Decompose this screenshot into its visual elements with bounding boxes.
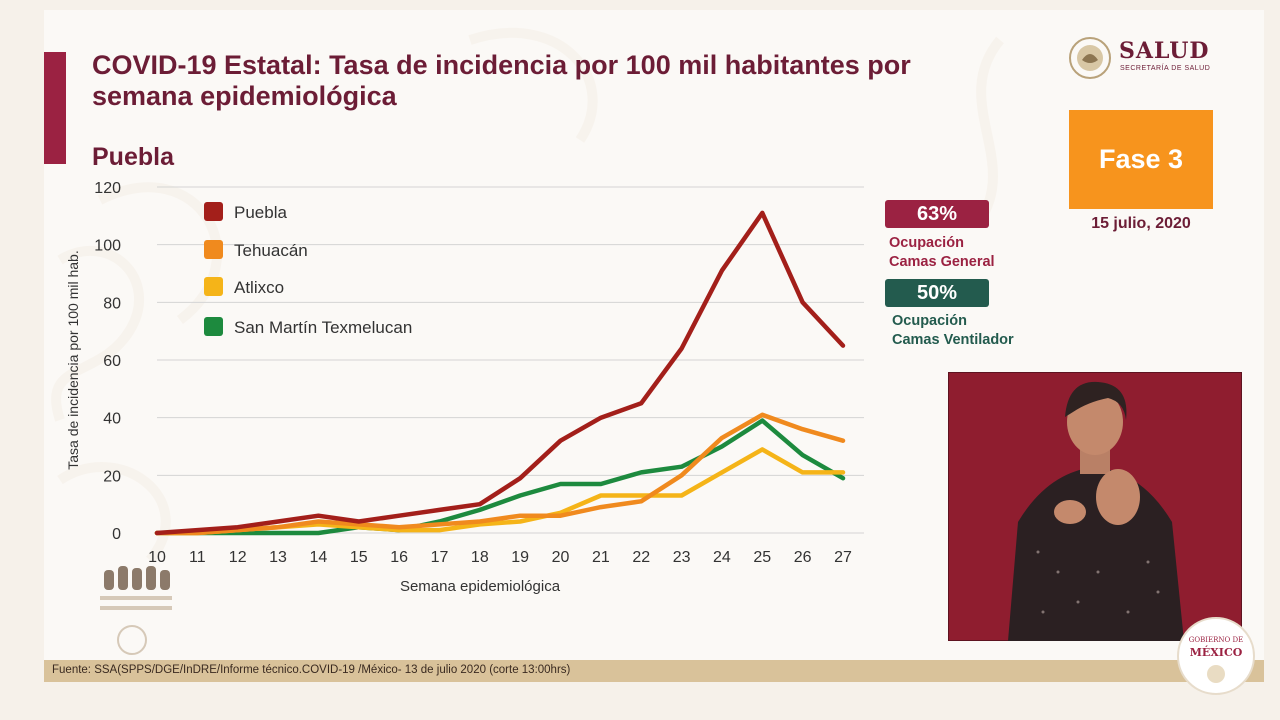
- y-tick-label: 100: [94, 238, 121, 255]
- series-line-3: [154, 418, 846, 536]
- general-beds-label-line1: Ocupación: [889, 235, 964, 251]
- legend-label: Tehuacán: [234, 241, 308, 260]
- ventilator-beds-occupancy-label: Ocupación Camas Ventilador: [892, 312, 1014, 350]
- y-tick-label: 60: [103, 353, 121, 370]
- legend-swatch: [204, 277, 223, 296]
- y-tick-label: 20: [103, 468, 121, 485]
- legend-swatch: [204, 317, 223, 336]
- phase-date: 15 julio, 2020: [1091, 215, 1191, 232]
- general-beds-label-line2: Camas General: [889, 254, 995, 270]
- phase-label: Fase 3: [1098, 144, 1184, 174]
- legend-swatch: [204, 240, 223, 259]
- x-tick-label: 23: [673, 549, 691, 566]
- series-line-0: [154, 210, 846, 536]
- salud-logo-text: SALUD: [1119, 38, 1210, 64]
- heroes-emblem-icon: [100, 566, 172, 655]
- phase-badge: Fase 3: [1069, 110, 1213, 209]
- data-source-note: Fuente: SSA(SPPS/DGE/InDRE/Informe técni…: [52, 664, 571, 676]
- x-tick-label: 20: [552, 549, 570, 566]
- state-subtitle: Puebla: [92, 143, 174, 171]
- x-tick-label: 26: [794, 549, 812, 566]
- x-tick-label: 12: [229, 549, 247, 566]
- x-tick-label: 10: [148, 549, 166, 566]
- general-beds-occupancy-label: Ocupación Camas General: [889, 234, 995, 272]
- y-axis-label: Tasa de incidencia por 100 mil hab.: [65, 250, 81, 469]
- x-tick-label: 21: [592, 549, 610, 566]
- x-tick-label: 15: [350, 549, 368, 566]
- x-tick-label: 14: [310, 549, 328, 566]
- y-tick-label: 40: [103, 411, 121, 428]
- x-tick-label: 18: [471, 549, 489, 566]
- chart-legend: Puebla Tehuacán Atlixco San Martín Texmeluc…: [204, 202, 412, 337]
- page-title: COVID-19 Estatal: Tasa de incidencia por…: [92, 50, 911, 111]
- y-tick-label: 120: [94, 180, 121, 197]
- x-axis-label: Semana epidemiológica: [400, 578, 561, 595]
- y-axis-ticks: 0 20 40 60 80 100 120: [94, 180, 121, 543]
- legend-swatch: [204, 202, 223, 221]
- x-tick-label: 16: [390, 549, 408, 566]
- x-tick-label: 17: [431, 549, 449, 566]
- x-tick-label: 13: [269, 549, 287, 566]
- gobierno-logo-line1: GOBIERNO DE: [1188, 636, 1244, 644]
- y-tick-label: 80: [103, 295, 121, 312]
- chart-series: [154, 210, 846, 536]
- x-axis-ticks: 10 11 12 13 14 15 16 17 18 19 20 21 22 23 24 25 26 27: [148, 549, 852, 566]
- x-tick-label: 11: [189, 549, 206, 566]
- ventilator-beds-occupancy-badge: 50%: [885, 279, 989, 307]
- mexico-coat-of-arms-icon: [1069, 37, 1111, 79]
- ventilator-beds-label-line2: Camas Ventilador: [892, 332, 1014, 348]
- general-beds-occupancy-badge: 63%: [885, 200, 989, 228]
- x-tick-label: 25: [753, 549, 771, 566]
- legend-label: Puebla: [234, 203, 287, 222]
- sign-language-interpreter-video: [948, 372, 1242, 641]
- title-accent-bar: [44, 52, 66, 164]
- legend-label: San Martín Texmelucan: [234, 318, 412, 337]
- x-tick-label: 19: [511, 549, 529, 566]
- legend-label: Atlixco: [234, 278, 284, 297]
- gobierno-logo-line2: MÉXICO: [1189, 646, 1243, 659]
- gobierno-de-mexico-logo-icon: [1177, 617, 1255, 695]
- x-tick-label: 27: [834, 549, 852, 566]
- chart-grid: [157, 186, 864, 534]
- y-tick-label: 0: [112, 526, 121, 543]
- footer-bar: [44, 660, 1264, 682]
- ventilator-beds-label-line1: Ocupación: [892, 313, 967, 329]
- salud-logo-subtext: SECRETARÍA DE SALUD: [1120, 65, 1211, 72]
- x-tick-label: 22: [632, 549, 650, 566]
- x-tick-label: 24: [713, 549, 731, 566]
- series-line-1: [154, 412, 846, 536]
